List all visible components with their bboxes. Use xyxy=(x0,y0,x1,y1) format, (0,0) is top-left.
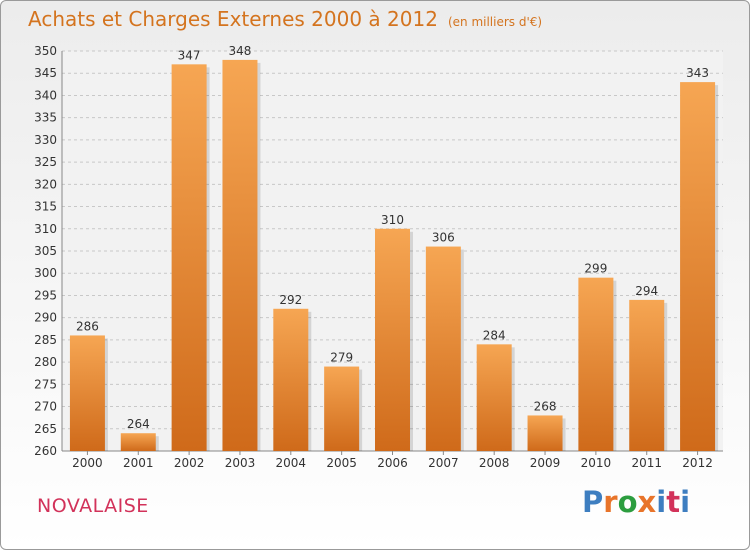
x-tick-label: 2000 xyxy=(72,456,103,470)
x-tick-label: 2005 xyxy=(326,456,357,470)
chart-title: Achats et Charges Externes 2000 à 2012 (e… xyxy=(28,7,542,31)
x-tick-label: 2006 xyxy=(377,456,408,470)
x-tick-label: 2010 xyxy=(581,456,612,470)
data-label: 299 xyxy=(584,262,607,276)
y-tick-label: 265 xyxy=(34,422,57,436)
bar-group: 306 xyxy=(425,231,464,451)
y-tick-label: 285 xyxy=(34,333,57,347)
x-tick-label: 2011 xyxy=(631,456,662,470)
y-tick-label: 275 xyxy=(34,377,57,391)
x-tick-label: 2009 xyxy=(530,456,561,470)
bar-group: 348 xyxy=(222,44,261,452)
data-label: 310 xyxy=(381,213,404,227)
x-tick-label: 2012 xyxy=(682,456,713,470)
bar xyxy=(425,246,461,451)
y-tick-label: 345 xyxy=(34,66,57,80)
bar-group: 299 xyxy=(578,262,617,451)
bar xyxy=(375,228,410,451)
bar-group: 347 xyxy=(171,48,210,452)
logo-letter: i xyxy=(680,485,691,519)
bar xyxy=(578,277,614,451)
data-label: 279 xyxy=(330,351,353,365)
bar-group: 286 xyxy=(69,319,108,451)
x-tick-label: 2007 xyxy=(428,456,459,470)
data-label: 264 xyxy=(127,417,150,431)
y-tick-label: 315 xyxy=(34,200,57,214)
bar-group: 343 xyxy=(680,66,719,451)
bar xyxy=(324,366,360,451)
y-tick-label: 320 xyxy=(34,177,57,191)
bar xyxy=(527,415,563,451)
bar-group: 292 xyxy=(273,293,312,451)
y-tick-label: 310 xyxy=(34,222,57,236)
bar-group: 284 xyxy=(476,328,515,451)
bar xyxy=(69,335,105,451)
data-label: 306 xyxy=(432,231,455,245)
y-tick-label: 330 xyxy=(34,133,57,147)
x-tick-label: 2004 xyxy=(276,456,307,470)
data-label: 348 xyxy=(229,44,252,58)
bar xyxy=(680,82,716,451)
bar xyxy=(120,433,156,451)
x-tick-label: 2003 xyxy=(225,456,256,470)
bar xyxy=(222,59,258,452)
data-label: 268 xyxy=(534,399,557,413)
bar xyxy=(171,64,207,452)
y-tick-label: 295 xyxy=(34,288,57,302)
y-tick-label: 325 xyxy=(34,155,57,169)
y-tick-label: 335 xyxy=(34,111,57,125)
logo-letter: t xyxy=(666,485,681,519)
logo-letter: o xyxy=(617,485,638,519)
y-tick-label: 350 xyxy=(34,44,57,58)
x-tick-label: 2008 xyxy=(479,456,510,470)
bar-group: 264 xyxy=(120,417,159,451)
y-tick-label: 280 xyxy=(34,355,57,369)
x-tick-label: 2001 xyxy=(123,456,154,470)
bar xyxy=(629,299,665,451)
bar-group: 279 xyxy=(324,351,363,451)
y-tick-label: 300 xyxy=(34,266,57,280)
y-tick-label: 290 xyxy=(34,311,57,325)
data-label: 343 xyxy=(686,66,709,80)
location-name: NOVALAISE xyxy=(37,495,149,517)
bar-group: 294 xyxy=(629,284,668,451)
logo-letter: P xyxy=(582,485,604,519)
data-label: 347 xyxy=(178,48,201,62)
proxiti-logo: Proxiti xyxy=(582,485,690,519)
bar-group: 310 xyxy=(375,213,413,451)
bar xyxy=(273,308,309,451)
y-tick-label: 270 xyxy=(34,400,57,414)
bar xyxy=(476,344,512,451)
x-tick-label: 2002 xyxy=(174,456,205,470)
data-label: 294 xyxy=(635,284,658,298)
y-tick-label: 305 xyxy=(34,244,57,258)
logo-letter: r xyxy=(603,485,618,519)
data-label: 284 xyxy=(483,328,506,342)
y-tick-label: 260 xyxy=(34,444,57,458)
chart-title-text: Achats et Charges Externes 2000 à 2012 xyxy=(28,7,438,31)
chart-subtitle: (en milliers d'€) xyxy=(447,15,543,29)
logo-letter: x xyxy=(637,485,657,519)
data-label: 286 xyxy=(76,319,99,333)
bar-group: 268 xyxy=(527,399,566,451)
y-tick-label: 340 xyxy=(34,88,57,102)
logo-letter: i xyxy=(656,485,667,519)
data-label: 292 xyxy=(279,293,302,307)
